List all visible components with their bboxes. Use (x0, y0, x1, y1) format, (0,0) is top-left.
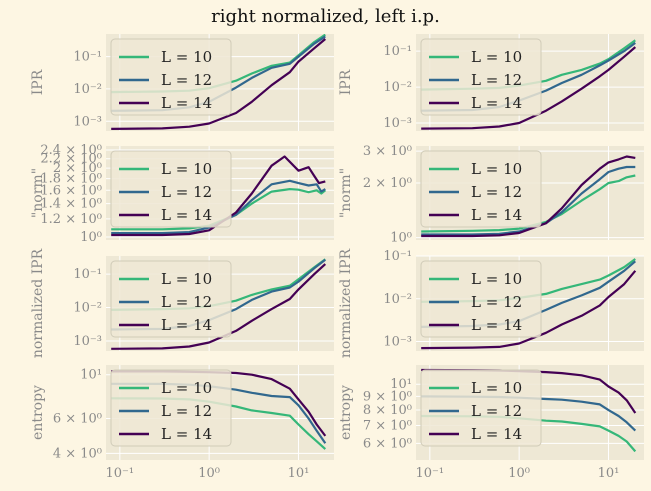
y-tick-label: 10⁻¹ (73, 50, 102, 65)
legend-label: L = 12 (471, 71, 522, 89)
y-tick-label: 6 × 10⁰ (363, 436, 412, 451)
legend-label: L = 14 (161, 206, 212, 224)
y-tick-label: 1.8 × 10⁰ (40, 172, 102, 187)
y-tick-label: 10⁰ (390, 231, 412, 246)
y-tick-label: 2.4 × 10⁰ (40, 143, 102, 158)
subplot-6: 10⁻³ 10⁻² 10⁻¹ normalized IPR L = 10 L = 12 L … (338, 248, 644, 358)
series-line-L10 (111, 188, 326, 231)
legend-label: L = 10 (161, 379, 212, 397)
legend-label: L = 14 (161, 316, 212, 334)
series-line-L12 (111, 179, 326, 235)
y-tick-label: 3 × 10⁰ (363, 144, 412, 159)
y-tick-label: 10¹ (390, 377, 412, 392)
y-axis-label: normalized IPR (338, 248, 354, 358)
series-line-L14 (111, 263, 327, 350)
y-axis-label: IPR (30, 69, 46, 95)
x-tick-label: 10⁻¹ (106, 466, 135, 481)
x-tick-label: 10⁰ (508, 466, 530, 481)
y-tick-label: 6 × 10⁰ (53, 412, 102, 427)
x-tick-label: 10⁻¹ (416, 466, 445, 481)
y-tick-label: 10⁻¹ (73, 267, 102, 282)
y-tick-label: 10⁻¹ (383, 249, 412, 264)
legend-label: L = 10 (161, 48, 212, 66)
legend-label: L = 12 (161, 71, 212, 89)
legend-label: L = 14 (471, 206, 522, 224)
legend-label: L = 12 (471, 402, 522, 420)
series-line-L14 (421, 46, 637, 130)
y-tick-label: 10⁻² (383, 80, 412, 95)
y-tick-label: 4 × 10⁰ (53, 446, 102, 461)
series-line-L14 (421, 270, 637, 350)
legend-label: L = 14 (471, 94, 522, 112)
y-tick-label: 10⁻² (73, 301, 102, 316)
legend-label: L = 10 (161, 270, 212, 288)
y-tick-label: 8 × 10⁰ (363, 403, 412, 418)
legend-label: L = 12 (161, 293, 212, 311)
legend-label: L = 10 (471, 270, 522, 288)
y-tick-label: 7 × 10⁰ (363, 419, 412, 434)
series-line-L10 (421, 174, 636, 233)
y-axis-label: entropy (338, 385, 354, 440)
y-axis-label: "norm" (30, 168, 46, 218)
subplot-1: 10⁻³ 10⁻² 10⁻¹ IPR L = 10 L = 12 L = 14 (30, 34, 334, 131)
legend-label: L = 12 (161, 183, 212, 201)
y-tick-label: 10⁻¹ (383, 44, 412, 59)
series-line-L14 (111, 155, 326, 237)
legend-label: L = 12 (161, 402, 212, 420)
y-tick-label: 10⁻² (383, 292, 412, 307)
x-tick-label: 10¹ (598, 466, 620, 481)
series-line-L14 (111, 38, 327, 130)
legend-label: L = 12 (471, 183, 522, 201)
legend-label: L = 10 (471, 160, 522, 178)
legend-label: L = 10 (161, 160, 212, 178)
y-tick-label: 2.2 × 10⁰ (40, 152, 102, 167)
y-tick-label: 10⁻² (73, 82, 102, 97)
y-tick-label: 10¹ (80, 368, 102, 383)
y-axis-label: normalized IPR (30, 248, 46, 358)
series-line-L14 (421, 155, 636, 238)
legend-label: L = 10 (471, 379, 522, 397)
x-tick-label: 10⁰ (198, 466, 220, 481)
y-tick-label: 10⁻³ (73, 114, 102, 129)
legend-label: L = 14 (161, 425, 212, 443)
y-axis-label: "norm" (338, 168, 354, 218)
legend-label: L = 14 (471, 425, 522, 443)
subplot-2: 10⁻³ 10⁻² 10⁻¹ IPR L = 10 L = 12 L = 14 (338, 34, 644, 131)
y-tick-label: 1.2 × 10⁰ (40, 212, 102, 227)
y-tick-label: 9 × 10⁰ (363, 389, 412, 404)
subplot-7: 4 × 10⁰ 6 × 10⁰ 10¹ 10⁻¹ 10⁰ 10¹ entropy L = 10… (30, 365, 334, 481)
legend-label: L = 14 (471, 316, 522, 334)
subplot-4: 10⁰ 2 × 10⁰ 3 × 10⁰ "norm" L = 10 L = 12 L = 1… (338, 144, 644, 246)
y-tick-label: 2 × 10⁰ (363, 176, 412, 191)
y-axis-label: IPR (338, 69, 354, 95)
y-tick-label: 2 × 10⁰ (53, 161, 102, 176)
legend-label: L = 12 (471, 293, 522, 311)
y-tick-label: 10⁻³ (383, 335, 412, 350)
legend-label: L = 10 (471, 48, 522, 66)
y-tick-label: 10⁰ (80, 230, 102, 245)
y-tick-label: 1.6 × 10⁰ (40, 183, 102, 198)
y-tick-label: 1.4 × 10⁰ (40, 197, 102, 212)
series-line-L12 (421, 165, 636, 236)
figure-title: right normalized, left i.p. (211, 6, 440, 27)
subplot-5: 10⁻³ 10⁻² 10⁻¹ normalized IPR L = 10 L = 12 L … (30, 248, 334, 358)
x-tick-label: 10¹ (288, 466, 310, 481)
legend-label: L = 14 (161, 94, 212, 112)
y-tick-label: 10⁻³ (73, 334, 102, 349)
y-axis-label: entropy (30, 385, 46, 440)
y-tick-label: 10⁻³ (383, 116, 412, 131)
